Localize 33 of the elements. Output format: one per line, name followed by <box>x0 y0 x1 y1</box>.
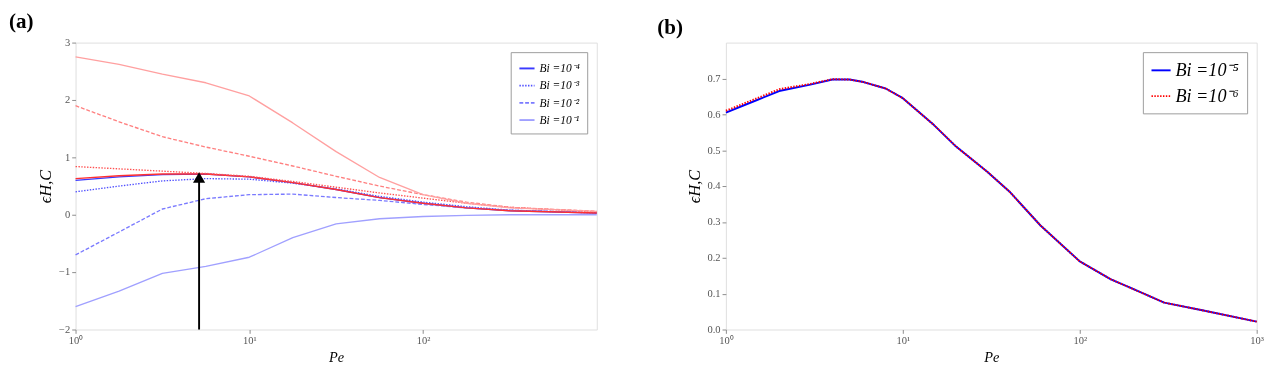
y-tick-label: 0.6 <box>707 108 721 120</box>
x-tick-label: 10¹ <box>242 335 257 347</box>
y-tick-label: 0.7 <box>707 72 721 84</box>
y-tick-label: 0.1 <box>707 288 721 300</box>
x-axis-title: Pe <box>983 348 1000 365</box>
legend-label: Bi =10⁻¹ <box>539 113 580 126</box>
x-tick-label: 10⁰ <box>719 335 734 347</box>
y-tick-label: 0.4 <box>707 180 722 192</box>
x-axis-title: Pe <box>328 348 345 365</box>
y-tick-label: 0 <box>65 209 71 221</box>
legend-label: Bi =10⁻⁶ <box>1175 85 1239 106</box>
x-tick-label: 10¹ <box>896 335 911 347</box>
y-tick-label: 3 <box>65 36 71 48</box>
y-tick-label: 0.2 <box>707 252 721 264</box>
legend-label: Bi =10⁻⁴ <box>539 62 580 75</box>
legend-label: Bi =10⁻³ <box>539 79 580 92</box>
legend-label: Bi =10⁻² <box>539 96 580 109</box>
x-tick-label: 10³ <box>1250 335 1265 347</box>
chart-title: (a) <box>8 9 34 34</box>
x-tick-label: 10² <box>1073 335 1088 347</box>
y-tick-label: −1 <box>59 266 71 278</box>
y-axis-title: ϵH,C <box>37 169 56 204</box>
y-tick-label: −2 <box>59 323 71 335</box>
y-tick-label: 2 <box>65 94 71 106</box>
x-tick-label: 10² <box>416 335 431 347</box>
chart-title: (b) <box>657 15 683 39</box>
y-tick-label: 0.0 <box>707 323 721 335</box>
y-tick-label: 1 <box>65 151 71 163</box>
y-tick-label: 0.3 <box>707 216 721 228</box>
y-tick-label: 0.5 <box>707 144 721 156</box>
y-axis-title: ϵH,C <box>685 169 704 204</box>
x-tick-label: 10⁰ <box>68 335 84 347</box>
legend-label: Bi =10⁻⁵ <box>1175 60 1239 81</box>
